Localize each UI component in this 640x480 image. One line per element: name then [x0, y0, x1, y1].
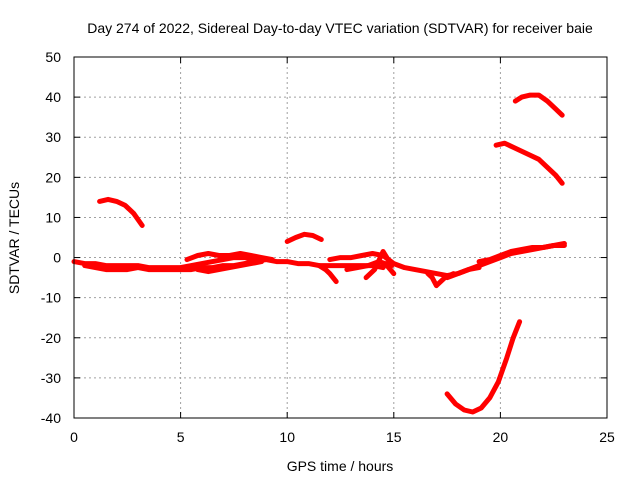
- y-tick-label: -10: [41, 290, 61, 306]
- y-tick-label: -20: [41, 330, 61, 346]
- axis-ticks: [73, 56, 608, 419]
- series-line-mid-1: [184, 251, 275, 263]
- series-line-spike-1: [363, 249, 395, 281]
- x-tick-label: 15: [386, 429, 402, 445]
- series-line-arc-2: [284, 231, 324, 244]
- series-line-arc-mid: [493, 140, 565, 186]
- data-series-layer: [71, 92, 567, 415]
- grid-lines: [74, 57, 607, 418]
- series-line-dip-1: [316, 263, 339, 285]
- y-tick-labels: -40 -30 -20 -10 0 10 20 30 40 50: [41, 49, 61, 426]
- y-tick-label: 30: [45, 129, 61, 145]
- plot-frame: [73, 56, 608, 419]
- x-tick-label: 5: [177, 429, 185, 445]
- series-line-arc-1: [97, 196, 145, 228]
- series-line-late-2: [344, 259, 397, 277]
- series-line-arc-top: [512, 92, 565, 118]
- x-tick-label: 25: [599, 429, 615, 445]
- x-tick-label: 10: [279, 429, 295, 445]
- series-line-baseline-a: [71, 255, 386, 271]
- x-tick-label: 20: [493, 429, 509, 445]
- x-axis-label: GPS time / hours: [287, 458, 394, 474]
- series-line-arc-bottom: [444, 319, 523, 415]
- y-tick-label: 50: [45, 49, 61, 65]
- x-tick-labels: 0 5 10 15 20 25: [70, 429, 615, 445]
- chart-title: Day 274 of 2022, Sidereal Day-to-day VTE…: [87, 20, 593, 36]
- y-tick-label: 40: [45, 89, 61, 105]
- y-tick-label: 20: [45, 169, 61, 185]
- x-tick-label: 0: [70, 429, 78, 445]
- y-tick-label: 10: [45, 209, 61, 225]
- y-tick-label: -40: [41, 410, 61, 426]
- series-line-rise-2: [476, 243, 567, 265]
- y-tick-label: -30: [41, 370, 61, 386]
- series-line-mid-2: [195, 259, 265, 275]
- y-tick-label: 0: [53, 250, 61, 266]
- y-axis-label: SDTVAR / TECUs: [6, 182, 22, 294]
